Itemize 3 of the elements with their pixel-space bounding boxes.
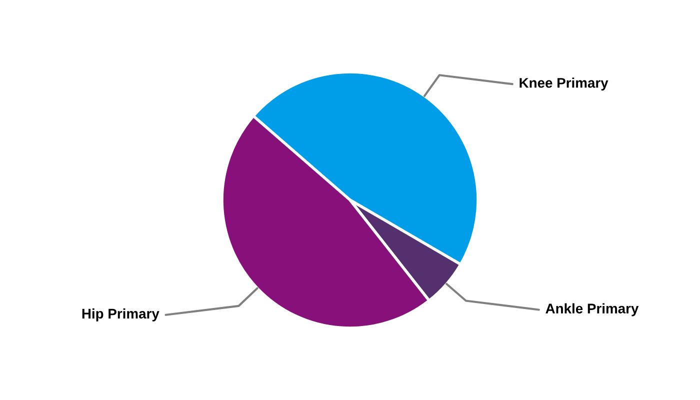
slice-label: Ankle Primary	[546, 303, 639, 316]
slice-label: Knee Primary	[520, 78, 608, 91]
slice-label: Hip Primary	[82, 308, 160, 322]
